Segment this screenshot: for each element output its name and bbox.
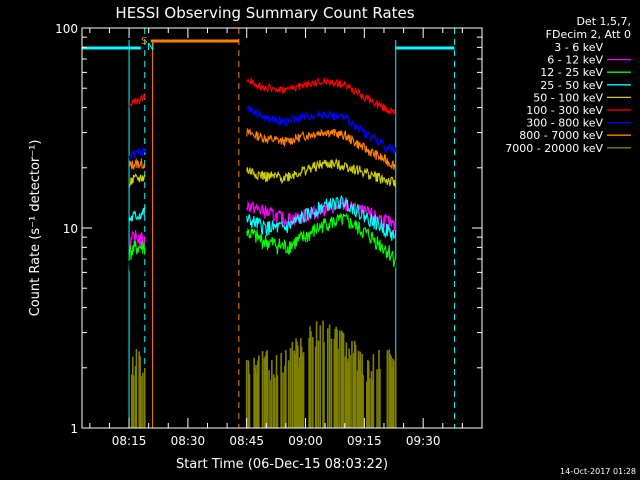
y-tick-label: 1 [70,422,78,436]
series-1-segment-1 [246,198,397,234]
series-0 [128,226,397,282]
series-2-segment-0 [128,240,146,261]
legend-label-4: 50 - 100 keV [533,91,603,104]
series-0-segment-1 [246,226,397,269]
series-8 [131,320,397,428]
series-4-segment-0 [128,173,146,188]
y-tick-label: 10 [63,222,78,236]
legend-header-line-2: FDecim 2, Att 0 [546,28,631,41]
series-5 [128,76,397,116]
plot-area: 08:15 08:30 08:45 09:00 09:15 09:30 1 10 100 [55,22,483,448]
axis-ticks: 08:15 08:30 08:45 09:00 09:15 09:30 1 10 100 [55,22,482,448]
x-tick-label: 08:30 [171,434,206,448]
series-2-segment-1 [246,212,397,268]
series-6 [128,105,397,161]
series-1 [128,198,397,250]
series-5-segment-1 [246,76,397,116]
series-7 [128,128,397,170]
series-3-segment-0 [128,206,146,222]
series-6-segment-0 [128,147,146,161]
series-3 [128,194,397,241]
x-tick-label: 09:30 [406,434,441,448]
y-axis-label: Count Rate (s⁻¹ detector⁻¹) [28,140,43,317]
series-5-segment-0 [128,92,146,108]
legend-label-6: 300 - 800 keV [526,117,603,130]
x-tick-label: 08:45 [229,434,264,448]
legend-label-2: 12 - 25 keV [540,66,603,79]
series-6-segment-1 [246,105,397,155]
series-7-segment-0 [128,157,146,170]
legend-label-8: 7000 - 20000 keV [505,142,603,155]
legend-label-7: 800 - 7000 keV [519,129,603,142]
series-layer [128,76,397,428]
legend-label-1: 6 - 12 keV [547,54,603,67]
chart-title: HESSI Observing Summary Count Rates [115,4,414,22]
x-axis-label: Start Time (06-Dec-15 08:03:22) [176,457,388,472]
legend-label-3: 25 - 50 keV [540,79,603,92]
x-tick-label: 09:15 [347,434,382,448]
series-1-segment-0 [128,229,146,250]
series-0-segment-0 [128,260,146,282]
series-2 [128,212,397,268]
night-label: N [147,42,154,53]
series-4 [128,157,397,188]
footer-timestamp: 14-Oct-2017 01:28 [560,467,636,476]
saa-label: S [141,36,147,47]
x-tick-label: 09:00 [288,434,323,448]
x-tick-label: 08:15 [112,434,147,448]
series-7-segment-1 [246,128,397,170]
series-3-segment-1 [246,194,397,241]
legend-header-line-1: Det 1,5,7, [576,15,631,28]
legend-label-0: 3 - 6 keV [554,41,603,54]
legend-label-5: 100 - 300 keV [526,104,603,117]
series-4-segment-1 [246,157,397,187]
y-tick-label: 100 [55,22,78,36]
